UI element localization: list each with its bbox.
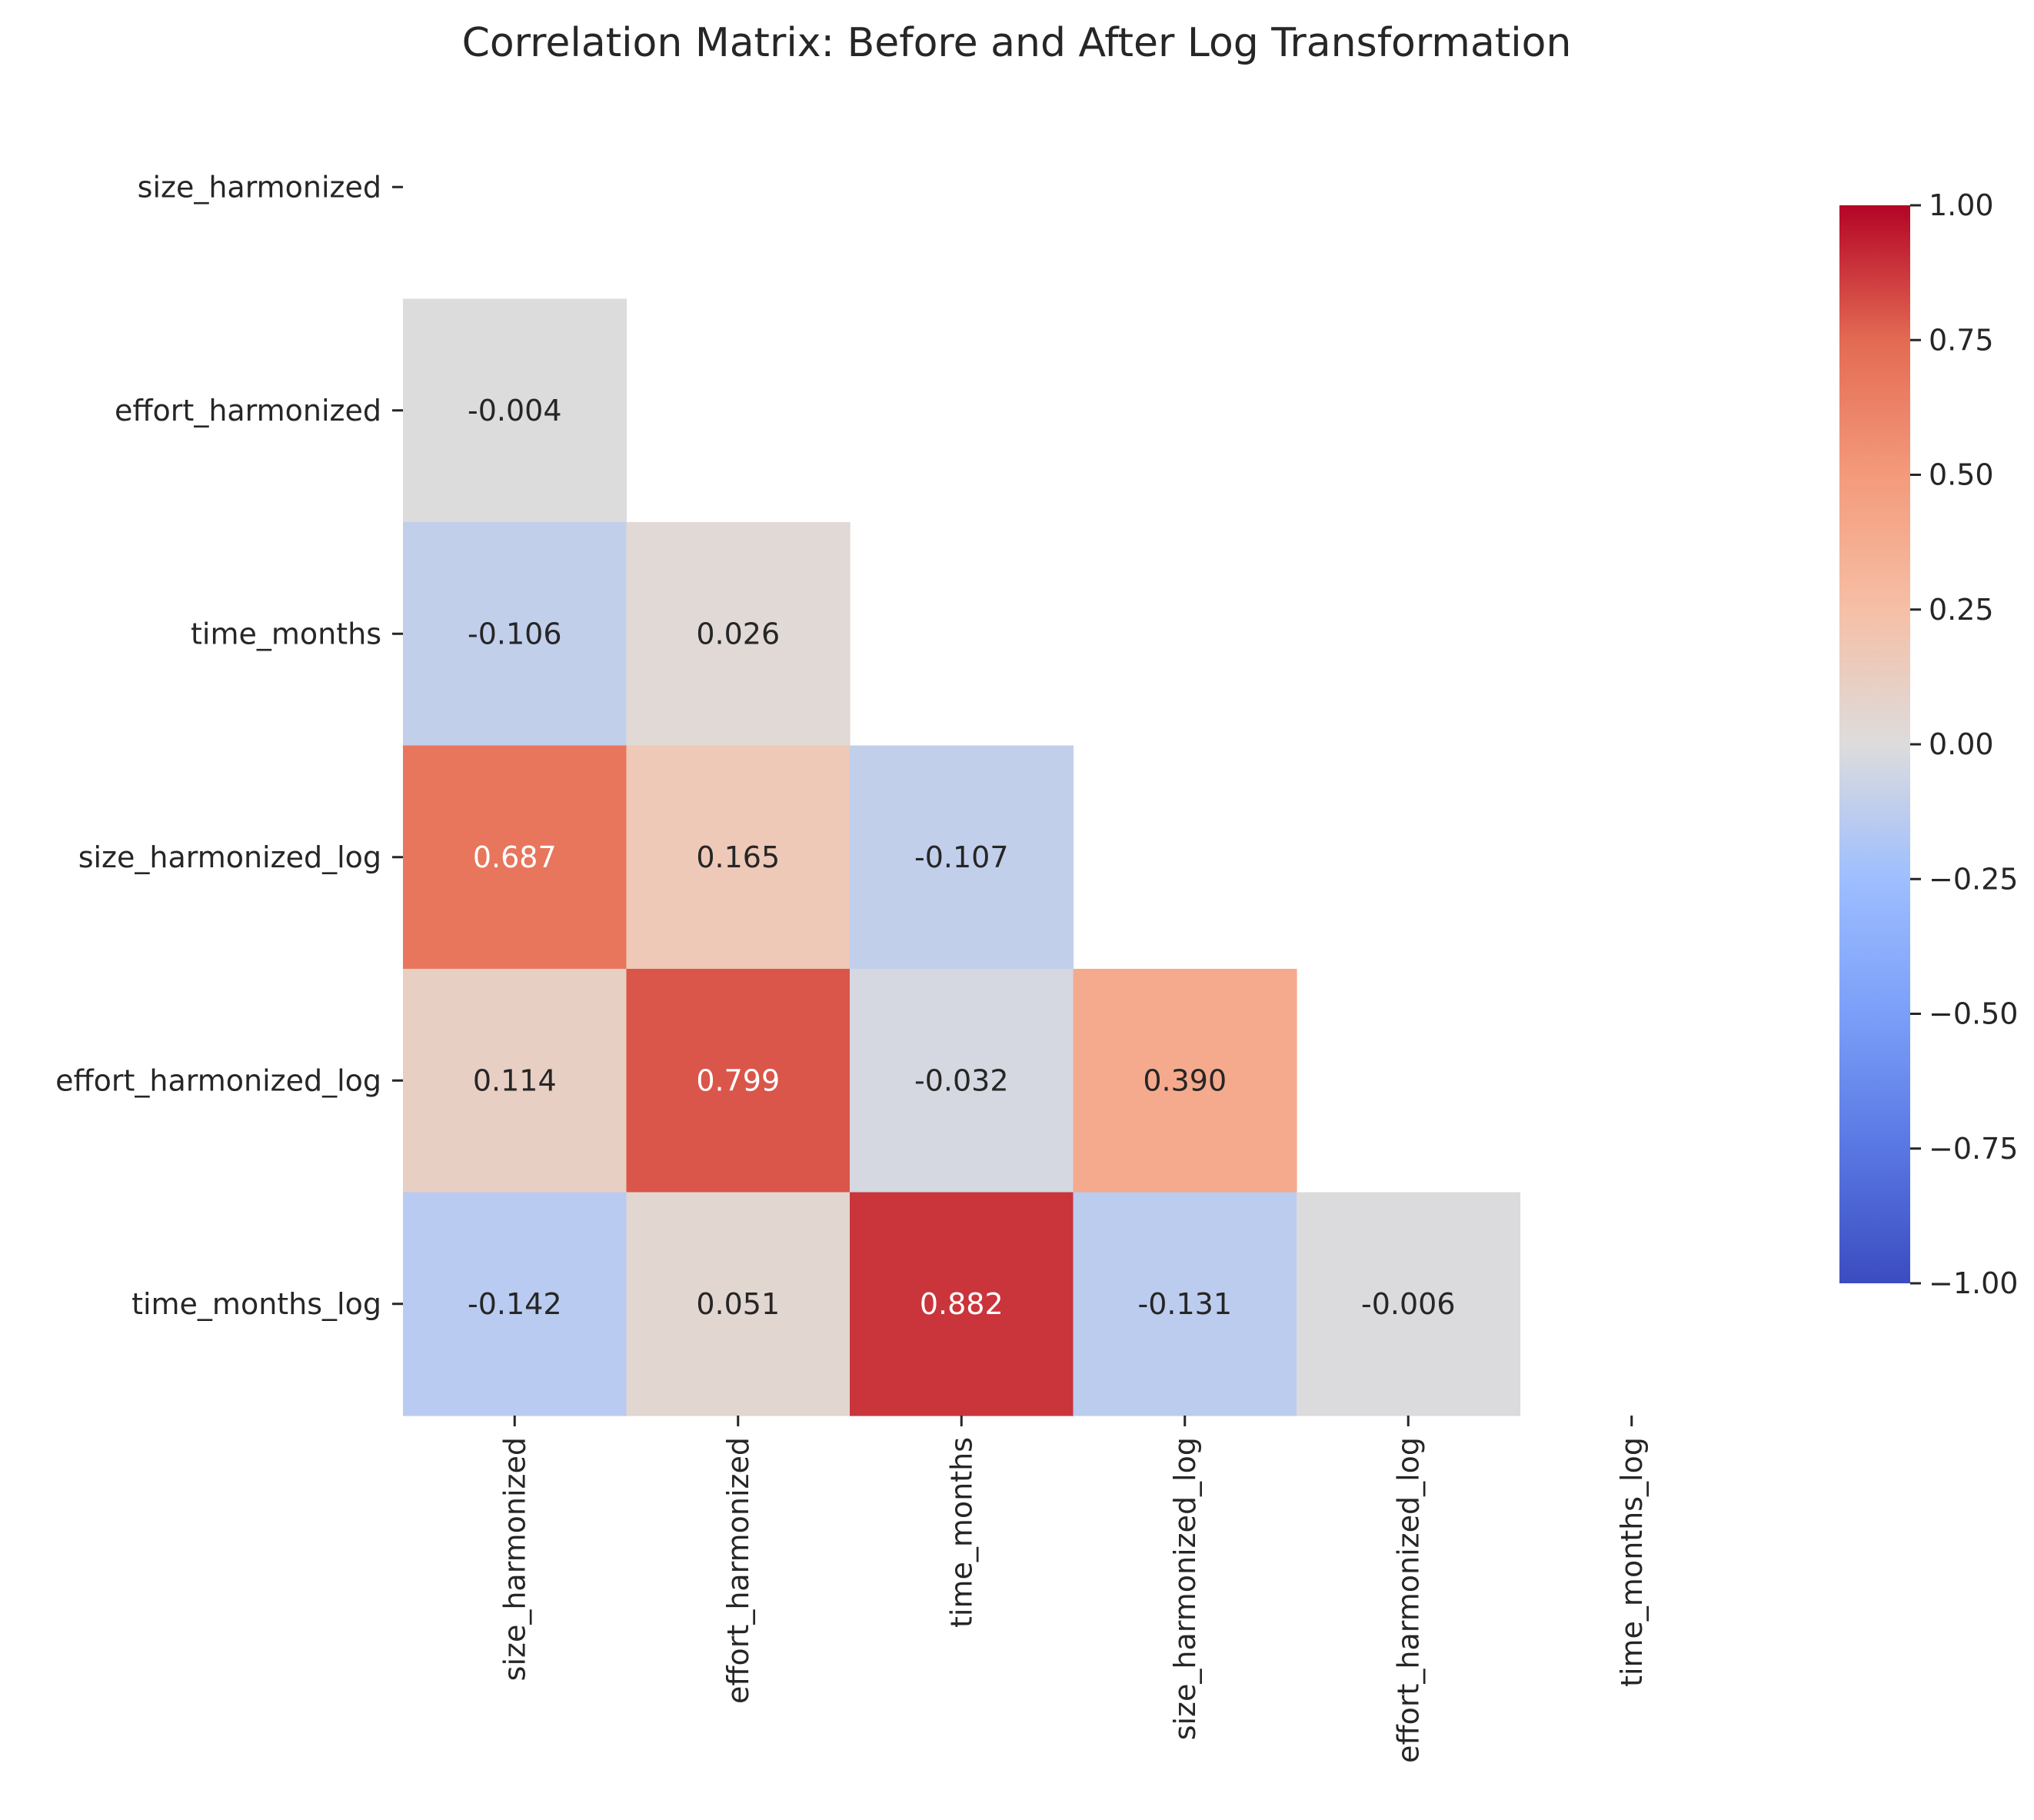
heatmap-cell-value-size_harmonized_log-size_harmonized: 0.687 bbox=[473, 840, 557, 874]
heatmap-cell-value-size_harmonized_log-effort_harmonized: 0.165 bbox=[696, 840, 780, 874]
heatmap-cell-value-time_months_log-time_months: 0.882 bbox=[920, 1287, 1004, 1321]
heatmap-cell-value-time_months-effort_harmonized: 0.026 bbox=[696, 617, 780, 650]
heatmap-cell-effort_harmonized_log-effort_harmonized bbox=[626, 969, 851, 1193]
heatmap-cell-value-time_months_log-effort_harmonized_log: -0.006 bbox=[1361, 1287, 1456, 1321]
heatmap-cell-value-time_months_log-size_harmonized: -0.142 bbox=[468, 1287, 562, 1321]
colorbar-tick-label-6: −0.50 bbox=[1929, 997, 2018, 1031]
x-tick-label-size_harmonized_log: size_harmonized_log bbox=[1168, 1437, 1202, 1740]
colorbar-tick-label-1: 0.75 bbox=[1929, 323, 1994, 357]
x-tick-label-size_harmonized: size_harmonized bbox=[498, 1437, 531, 1681]
x-tick-label-time_months: time_months bbox=[944, 1437, 978, 1628]
heatmap-cell-size_harmonized_log-effort_harmonized bbox=[626, 745, 851, 970]
heatmap-cell-time_months_log-time_months bbox=[850, 1192, 1074, 1416]
y-tick-label-size_harmonized_log: size_harmonized_log bbox=[78, 840, 381, 874]
colorbar-tick-label-4: 0.00 bbox=[1929, 727, 1994, 761]
heatmap-cell-effort_harmonized_log-time_months bbox=[850, 969, 1074, 1193]
heatmap-cell-value-effort_harmonized-size_harmonized: -0.004 bbox=[468, 394, 562, 428]
heatmap-cell-time_months-size_harmonized bbox=[403, 522, 628, 747]
y-tick-label-size_harmonized: size_harmonized bbox=[138, 170, 381, 204]
colorbar-tick-label-8: −1.00 bbox=[1929, 1266, 2018, 1300]
colorbar-tick-label-5: −0.25 bbox=[1929, 862, 2018, 896]
heatmap-cell-value-effort_harmonized_log-effort_harmonized: 0.799 bbox=[696, 1063, 780, 1097]
heatmap-cell-size_harmonized_log-size_harmonized bbox=[403, 745, 628, 970]
heatmap-cell-effort_harmonized_log-size_harmonized bbox=[403, 969, 628, 1193]
colorbar-tick-label-0: 1.00 bbox=[1929, 188, 1994, 222]
x-axis: size_harmonized effort_harmonized time_mon… bbox=[498, 1416, 1649, 1763]
heatmap-cell-time_months_log-effort_harmonized_log bbox=[1297, 1192, 1521, 1416]
heatmap-cell-value-effort_harmonized_log-size_harmonized: 0.114 bbox=[473, 1063, 557, 1097]
colorbar-gradient bbox=[1839, 205, 1910, 1283]
colorbar-tick-label-7: −0.75 bbox=[1929, 1132, 2018, 1166]
heatmap-cell-effort_harmonized_log-size_harmonized_log bbox=[1073, 969, 1297, 1193]
x-tick-label-time_months_log: time_months_log bbox=[1615, 1437, 1649, 1687]
heatmap-cell-effort_harmonized-size_harmonized bbox=[403, 298, 628, 523]
y-tick-label-effort_harmonized_log: effort_harmonized_log bbox=[55, 1063, 381, 1097]
heatmap-cells bbox=[403, 298, 1521, 1416]
heatmap-cell-time_months-effort_harmonized bbox=[626, 522, 851, 747]
colorbar-tick-label-2: 0.50 bbox=[1929, 458, 1994, 492]
y-tick-label-time_months: time_months bbox=[191, 617, 381, 650]
y-tick-label-time_months_log: time_months_log bbox=[131, 1287, 381, 1321]
heatmap-cell-value-effort_harmonized_log-size_harmonized_log: 0.390 bbox=[1143, 1063, 1227, 1097]
heatmap-cell-time_months_log-size_harmonized_log bbox=[1073, 1192, 1297, 1416]
colorbar: 1.00 0.75 0.50 0.25 0.00 −0.25 −0.50 −0.75 −1.00 bbox=[1839, 188, 2018, 1300]
heatmap-cell-value-time_months_log-effort_harmonized: 0.051 bbox=[696, 1287, 780, 1321]
chart-title: Correlation Matrix: Before and After Log… bbox=[462, 20, 1572, 66]
y-axis: size_harmonized effort_harmonized time_mon… bbox=[55, 170, 403, 1321]
heatmap-cell-value-time_months_log-size_harmonized_log: -0.131 bbox=[1138, 1287, 1233, 1321]
colorbar-tick-label-3: 0.25 bbox=[1929, 593, 1994, 627]
x-tick-label-effort_harmonized_log: effort_harmonized_log bbox=[1391, 1437, 1425, 1763]
heatmap-cell-time_months_log-size_harmonized bbox=[403, 1192, 628, 1416]
x-tick-label-effort_harmonized: effort_harmonized bbox=[721, 1437, 755, 1704]
heatmap-cell-time_months_log-effort_harmonized bbox=[626, 1192, 851, 1416]
heatmap-cell-size_harmonized_log-time_months bbox=[850, 745, 1074, 970]
heatmap-cell-labels: -0.004 -0.106 0.026 0.687 0.165 -0.107 0.114 0.… bbox=[468, 394, 1456, 1321]
heatmap-cell-value-time_months-size_harmonized: -0.106 bbox=[468, 617, 562, 650]
y-tick-label-effort_harmonized: effort_harmonized bbox=[115, 394, 381, 428]
heatmap-cell-value-size_harmonized_log-time_months: -0.107 bbox=[914, 840, 1009, 874]
colorbar-ticks: 1.00 0.75 0.50 0.25 0.00 −0.25 −0.50 −0.75 −1.00 bbox=[1910, 188, 2018, 1300]
heatmap-cell-value-effort_harmonized_log-time_months: -0.032 bbox=[914, 1063, 1009, 1097]
